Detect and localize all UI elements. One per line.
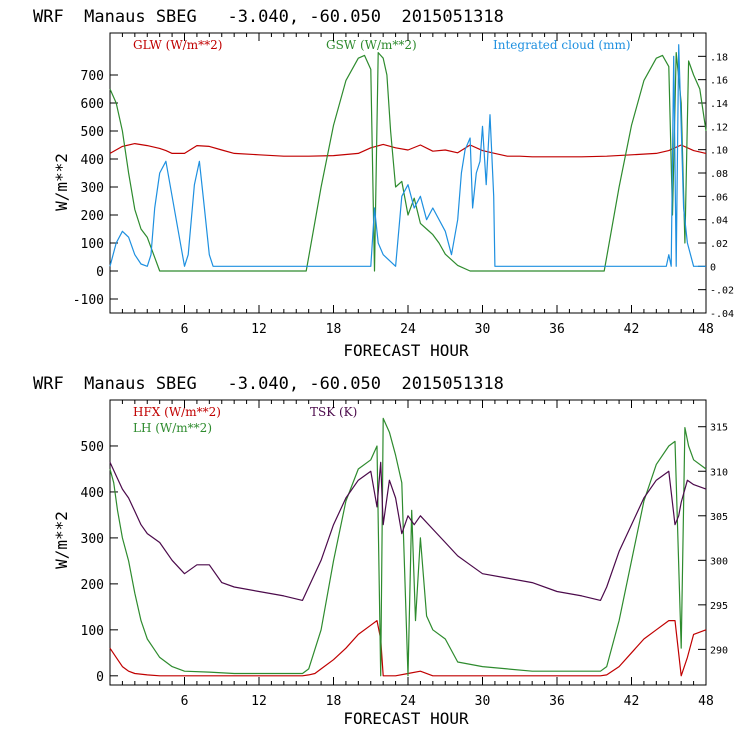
top-chart-title: WRF Manaus SBEG -3.040, -60.050 20150513… [33,7,504,27]
bottom-y-tick-label: 400 [81,486,104,501]
bottom-plot-frame [109,399,707,686]
top-series-line-integrated [109,44,706,267]
top-y2-tick-label: .08 [710,169,728,180]
top-x-axis-label: FORECAST HOUR [343,341,469,360]
top-y-tick-label: 200 [81,209,104,224]
top-series-line-glw [109,143,707,158]
top-y2-tick-label: .12 [710,122,728,133]
bottom-y-tick-label: 300 [81,532,104,547]
bottom-x-tick-label: 24 [400,694,416,709]
bottom-y-tick-label: 500 [81,440,104,455]
top-y2-tick-label: -.04 [710,309,734,320]
top-y-tick-label: 700 [81,69,104,84]
top-y-tick-label: 400 [81,153,104,168]
top-y-tick-label: 0 [96,265,104,280]
top-y2-tick-label: .10 [710,146,728,157]
bottom-x-axis-label: FORECAST HOUR [343,709,469,728]
top-legend-cloud: Integrated cloud (mm) [493,38,631,52]
top-y2-tick-label: .18 [710,52,728,63]
top-y-tick-label: -100 [73,293,104,308]
bottom-x-tick-label: 18 [326,694,342,709]
top-x-tick-label: 6 [181,322,189,337]
bottom-legend-hfx: HFX (W/m**2) [133,405,221,419]
bottom-series-line-lh [109,417,707,677]
bottom-y2-tick-label: 290 [710,645,728,656]
bottom-y2-tick-label: 300 [710,556,728,567]
bottom-y-tick-label: 200 [81,578,104,593]
bottom-y-tick-label: 0 [96,670,104,685]
top-y-tick-label: 300 [81,181,104,196]
top-x-tick-label: 18 [326,322,342,337]
bottom-legend-lh: LH (W/m**2) [133,421,212,435]
bottom-legend-tsk: TSK (K) [310,405,357,419]
bottom-y-axis-label: W/m**2 [52,511,71,569]
top-y2-tick-label: .04 [710,216,728,227]
top-y-axis-label: W/m**2 [52,153,71,211]
bottom-series-line-hfx [109,620,707,677]
bottom-series-line-tsk [109,461,707,601]
bottom-x-tick-label: 48 [698,694,714,709]
top-x-tick-label: 12 [251,322,267,337]
bottom-y2-tick-label: 305 [710,512,728,523]
top-x-tick-label: 42 [624,322,640,337]
top-y-tick-label: 600 [81,97,104,112]
top-y2-tick-label: .06 [710,192,728,203]
bottom-x-tick-label: 30 [475,694,491,709]
top-series-line-gsw [109,52,707,272]
top-y2-tick-label: .14 [710,99,728,110]
bottom-x-tick-label: 6 [181,694,189,709]
top-x-tick-label: 24 [400,322,416,337]
top-y-tick-label: 500 [81,125,104,140]
top-legend-gsw: GSW (W/m**2) [326,38,417,52]
bottom-y2-tick-label: 310 [710,467,728,478]
top-x-tick-label: 30 [475,322,491,337]
bottom-x-tick-label: 12 [251,694,267,709]
top-y2-tick-label: .16 [710,76,728,87]
top-legend-glw: GLW (W/m**2) [133,38,222,52]
top-y-tick-label: 100 [81,237,104,252]
bottom-y-tick-label: 100 [81,624,104,639]
top-y2-tick-label: -.02 [710,286,734,297]
top-y2-tick-label: 0 [710,262,716,273]
top-y2-tick-label: .02 [710,239,728,250]
top-x-tick-label: 48 [698,322,714,337]
bottom-y2-tick-label: 315 [710,423,728,434]
bottom-y2-tick-label: 295 [710,601,728,612]
bottom-x-tick-label: 42 [624,694,640,709]
bottom-chart-title: WRF Manaus SBEG -3.040, -60.050 20150513… [33,374,504,394]
bottom-x-tick-label: 36 [549,694,565,709]
top-x-tick-label: 36 [549,322,565,337]
